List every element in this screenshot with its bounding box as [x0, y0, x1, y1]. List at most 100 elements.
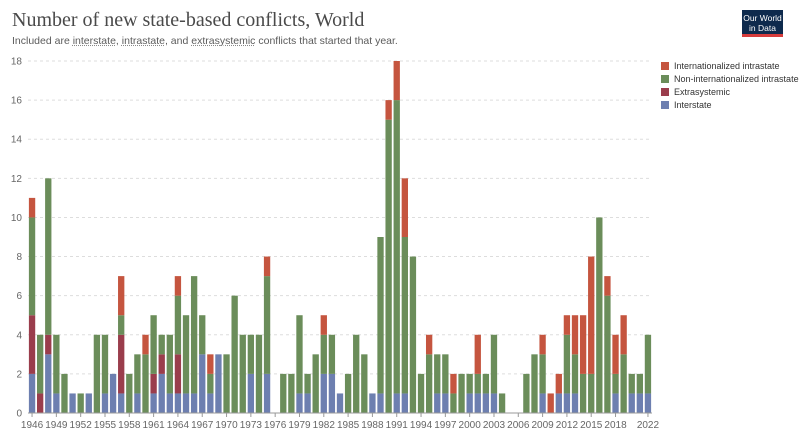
- bar-segment: [588, 373, 595, 413]
- bar-segment: [490, 393, 498, 413]
- glossary-link-intrastate[interactable]: intrastate: [121, 35, 165, 47]
- bar-segment: [434, 354, 441, 394]
- legend-item-internationalized[interactable]: Internationalized intrastate: [661, 59, 799, 72]
- bar-segment: [434, 393, 441, 413]
- bar-segment: [174, 393, 182, 413]
- bar-segment: [174, 354, 182, 394]
- bar-segment: [93, 334, 101, 413]
- bar-segment: [28, 197, 36, 218]
- bar-segment: [353, 334, 360, 413]
- bar-segment: [620, 354, 627, 413]
- x-tick-label: 1982: [313, 420, 336, 431]
- bar-segment: [174, 295, 182, 355]
- owid-logo[interactable]: Our World in Data: [742, 10, 783, 37]
- bar-segment: [401, 237, 408, 394]
- legend-item-non-internationalized[interactable]: Non-internationalized intrastate: [661, 72, 799, 85]
- x-tick-label: 2009: [531, 420, 554, 431]
- bar-segment: [190, 276, 198, 394]
- bar-segment: [442, 393, 449, 413]
- x-tick-label: 1997: [434, 420, 457, 431]
- legend-item-interstate[interactable]: Interstate: [661, 98, 799, 111]
- bar-segment: [118, 393, 125, 413]
- x-tick-label: 1991: [386, 420, 409, 431]
- bar-segment: [53, 393, 60, 413]
- bar-segment: [571, 354, 579, 394]
- bar-segment: [442, 354, 449, 394]
- x-tick-label: 2003: [483, 420, 506, 431]
- x-tick-label: 2022: [637, 420, 660, 431]
- bar-segment: [612, 393, 619, 413]
- bar-segment: [126, 373, 133, 413]
- x-tick-label: 1979: [288, 420, 311, 431]
- bar-segment: [36, 393, 44, 413]
- bar-segment: [174, 276, 182, 296]
- bar-segment: [344, 373, 352, 413]
- x-tick-label: 2015: [580, 420, 603, 431]
- bar-segment: [336, 393, 344, 413]
- bar-segment: [563, 315, 571, 335]
- bar-segment: [190, 393, 198, 413]
- bar-segment: [490, 334, 498, 394]
- bar-segment: [158, 354, 165, 374]
- bar-segment: [304, 393, 311, 413]
- bar-segment: [28, 315, 36, 374]
- bar-segment: [182, 393, 190, 413]
- glossary-link-interstate[interactable]: interstate: [72, 35, 116, 47]
- legend-swatch: [661, 87, 669, 96]
- bar-segment: [466, 393, 473, 413]
- bar-segment: [328, 334, 336, 374]
- chart-title: Number of new state-based conflicts, Wor…: [12, 9, 365, 31]
- bar-segment: [555, 393, 562, 413]
- bar-segment: [296, 315, 303, 394]
- bar-segment: [134, 393, 141, 413]
- bar-segment: [377, 393, 384, 413]
- bar-segment: [401, 393, 408, 413]
- y-tick-label: 14: [11, 135, 23, 146]
- bar-segment: [69, 393, 76, 413]
- bar-segment: [539, 393, 546, 413]
- chart-subtitle: Included are interstate, intrastate, and…: [12, 35, 398, 47]
- bar-segment: [636, 373, 644, 394]
- bar-segment: [604, 276, 611, 296]
- bar-segment: [417, 373, 425, 413]
- x-tick-label: 1955: [94, 420, 117, 431]
- bar-segment: [620, 315, 627, 355]
- bar-segment: [207, 373, 214, 394]
- x-tick-label: 2018: [604, 420, 627, 431]
- legend-item-extrasystemic[interactable]: Extrasystemic: [661, 85, 799, 98]
- bar-segment: [385, 100, 392, 120]
- bar-segment: [361, 354, 368, 413]
- bar-segment: [571, 393, 579, 413]
- glossary-link-extrasystemic[interactable]: extrasystemic: [191, 35, 256, 47]
- y-tick-label: 2: [16, 369, 22, 380]
- bar-segment: [28, 217, 36, 316]
- x-tick-label: 1973: [240, 420, 263, 431]
- x-tick-label: 1949: [45, 420, 68, 431]
- bar-segment: [85, 393, 92, 413]
- legend-swatch: [661, 100, 669, 109]
- bar-segment: [263, 276, 271, 374]
- y-tick-label: 16: [11, 96, 23, 107]
- bar-segment: [612, 334, 619, 374]
- bar-segment: [474, 393, 481, 413]
- bar-segment: [45, 334, 52, 355]
- bar-segment: [628, 393, 635, 413]
- x-tick-label: 2006: [507, 420, 530, 431]
- x-tick-label: 1961: [142, 420, 165, 431]
- bar-segment: [450, 373, 457, 394]
- bar-segment: [296, 393, 303, 413]
- bar-segment: [547, 393, 554, 413]
- bar-segment: [531, 354, 538, 413]
- bar-segment: [118, 334, 125, 394]
- y-tick-label: 18: [11, 57, 23, 68]
- legend-swatch: [661, 61, 669, 70]
- bar-segment: [596, 217, 603, 413]
- bar-segment: [588, 256, 595, 374]
- legend-label: Internationalized intrastate: [674, 60, 780, 71]
- bar-segment: [579, 315, 587, 374]
- bar-segment: [150, 373, 157, 394]
- bar-segment: [401, 178, 408, 237]
- bar-segment: [199, 315, 206, 355]
- bar-segment: [263, 373, 271, 413]
